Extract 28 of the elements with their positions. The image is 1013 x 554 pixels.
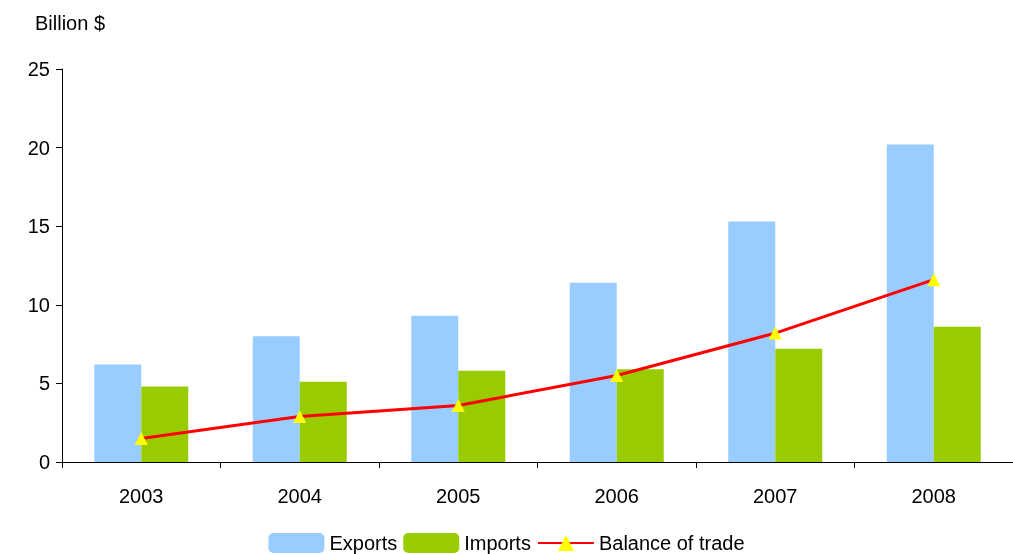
x-tick-label: 2004 bbox=[277, 485, 322, 507]
bar bbox=[458, 370, 506, 462]
bar bbox=[616, 369, 664, 462]
x-tick-label: 2006 bbox=[594, 485, 639, 507]
x-tick-label: 2008 bbox=[911, 485, 956, 507]
bar bbox=[728, 221, 776, 462]
y-axis-title: Billion $ bbox=[35, 12, 106, 34]
legend-label: Balance of trade bbox=[598, 532, 745, 554]
x-tick-label: 2005 bbox=[436, 485, 481, 507]
y-tick-label: 15 bbox=[27, 215, 50, 238]
y-tick-label: 0 bbox=[38, 451, 50, 473]
y-tick-label: 20 bbox=[27, 136, 50, 159]
legend-label: Exports bbox=[329, 532, 398, 554]
bar bbox=[299, 381, 347, 462]
bar bbox=[569, 282, 617, 462]
bar bbox=[886, 144, 934, 462]
legend-label: Imports bbox=[464, 532, 531, 554]
y-tick-label: 25 bbox=[27, 58, 50, 80]
bar bbox=[411, 315, 459, 462]
y-tick-label: 5 bbox=[38, 372, 50, 395]
bar bbox=[252, 336, 300, 462]
bar bbox=[933, 326, 981, 462]
x-tick-label: 2003 bbox=[119, 485, 164, 507]
bar bbox=[775, 348, 823, 462]
x-tick-label: 2007 bbox=[753, 485, 798, 507]
bar bbox=[94, 364, 142, 462]
bar bbox=[141, 386, 189, 462]
y-tick-label: 10 bbox=[27, 293, 50, 316]
